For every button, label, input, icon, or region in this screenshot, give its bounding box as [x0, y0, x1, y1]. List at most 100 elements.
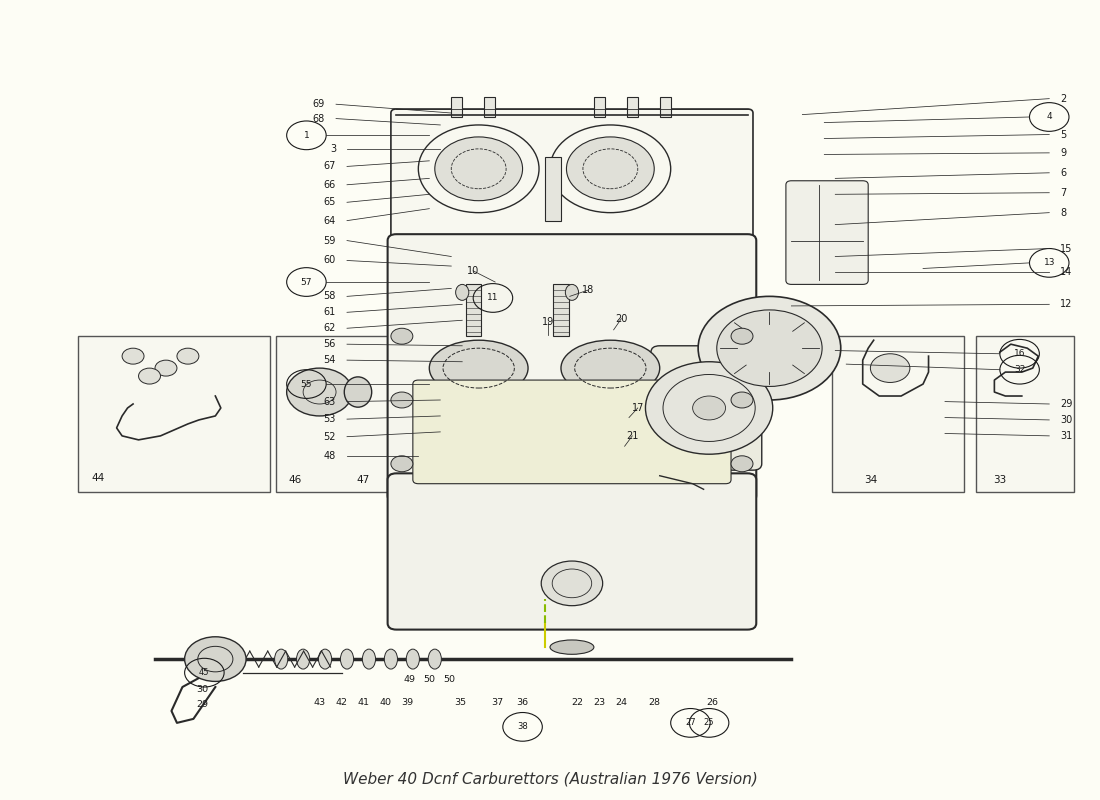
Circle shape [287, 368, 352, 416]
Text: 7: 7 [1060, 188, 1067, 198]
Ellipse shape [561, 340, 660, 396]
Text: 17: 17 [631, 403, 644, 413]
Text: 29: 29 [196, 700, 208, 709]
Text: 50: 50 [424, 674, 436, 683]
Text: 50: 50 [443, 674, 455, 683]
Text: 53: 53 [323, 414, 336, 424]
Text: 20: 20 [615, 314, 627, 324]
Ellipse shape [275, 649, 288, 669]
Text: 42: 42 [336, 698, 348, 707]
Ellipse shape [455, 285, 469, 300]
Text: 9: 9 [1060, 148, 1066, 158]
Circle shape [185, 637, 246, 682]
Circle shape [566, 137, 654, 201]
Text: 57: 57 [300, 278, 312, 286]
Ellipse shape [565, 285, 579, 300]
Text: 16: 16 [1014, 350, 1025, 358]
Text: 59: 59 [323, 235, 336, 246]
Text: 55: 55 [300, 379, 312, 389]
FancyBboxPatch shape [390, 109, 754, 261]
FancyBboxPatch shape [832, 336, 964, 492]
Ellipse shape [344, 377, 372, 407]
Ellipse shape [429, 340, 528, 396]
Text: 62: 62 [323, 323, 336, 334]
Text: 45: 45 [199, 668, 210, 677]
Text: 46: 46 [289, 474, 302, 485]
Text: 5: 5 [1060, 130, 1067, 139]
FancyBboxPatch shape [387, 474, 757, 630]
Bar [660, 97, 671, 117]
Text: 65: 65 [323, 198, 336, 207]
Text: 23: 23 [593, 698, 605, 707]
Text: 2: 2 [1060, 94, 1067, 104]
Text: 30: 30 [196, 685, 208, 694]
Text: 28: 28 [648, 698, 660, 707]
Bar [553, 285, 569, 336]
Text: 44: 44 [91, 473, 104, 483]
Text: 61: 61 [323, 307, 336, 318]
Ellipse shape [550, 640, 594, 654]
Text: 30: 30 [1060, 415, 1072, 425]
Circle shape [870, 354, 910, 382]
Text: Weber 40 Dcnf Carburettors (Australian 1976 Version): Weber 40 Dcnf Carburettors (Australian 1… [342, 771, 758, 786]
Circle shape [122, 348, 144, 364]
Text: 15: 15 [1060, 243, 1072, 254]
FancyBboxPatch shape [651, 346, 762, 470]
FancyBboxPatch shape [976, 336, 1075, 492]
Text: 19: 19 [541, 317, 554, 327]
Text: 54: 54 [323, 355, 336, 365]
Text: 64: 64 [323, 216, 336, 226]
Text: 47: 47 [356, 474, 370, 485]
Bar [544, 157, 561, 221]
Text: 66: 66 [323, 180, 336, 190]
Bar [451, 97, 462, 117]
FancyBboxPatch shape [785, 181, 868, 285]
Text: 48: 48 [323, 451, 336, 461]
Circle shape [717, 310, 822, 386]
Text: 49: 49 [404, 674, 416, 683]
Text: 52: 52 [323, 432, 336, 442]
Text: 37: 37 [492, 698, 504, 707]
Text: 26: 26 [706, 698, 718, 707]
Text: 69: 69 [312, 99, 326, 110]
Ellipse shape [362, 649, 375, 669]
Text: 22: 22 [571, 698, 583, 707]
Circle shape [177, 348, 199, 364]
Text: 1: 1 [304, 131, 309, 140]
Text: 43: 43 [314, 698, 326, 707]
Text: 34: 34 [864, 474, 877, 485]
Text: 63: 63 [323, 397, 336, 406]
Text: 31: 31 [1060, 431, 1072, 441]
Circle shape [732, 456, 754, 472]
Circle shape [541, 561, 603, 606]
Text: 6: 6 [1060, 168, 1066, 178]
Text: 14: 14 [1060, 267, 1072, 278]
Bar [594, 97, 605, 117]
Text: 27: 27 [685, 718, 696, 727]
Text: 67: 67 [323, 162, 336, 171]
Text: 36: 36 [517, 698, 529, 707]
Text: 29: 29 [1060, 399, 1072, 409]
Circle shape [390, 392, 412, 408]
Text: 40: 40 [379, 698, 392, 707]
Ellipse shape [406, 649, 419, 669]
Ellipse shape [319, 649, 332, 669]
Text: 13: 13 [1044, 258, 1055, 267]
Text: 11: 11 [487, 294, 498, 302]
Circle shape [155, 360, 177, 376]
Ellipse shape [428, 649, 441, 669]
Circle shape [390, 456, 412, 472]
FancyBboxPatch shape [276, 336, 390, 492]
Text: 68: 68 [312, 114, 326, 123]
Text: 18: 18 [582, 285, 594, 295]
Text: 56: 56 [323, 339, 336, 349]
Text: 25: 25 [704, 718, 714, 727]
Text: 12: 12 [1060, 299, 1072, 310]
Circle shape [732, 328, 754, 344]
Circle shape [732, 392, 754, 408]
Text: 39: 39 [402, 698, 414, 707]
Text: 33: 33 [993, 474, 1007, 485]
Text: 8: 8 [1060, 208, 1066, 218]
Bar [484, 97, 495, 117]
Text: 21: 21 [626, 431, 638, 441]
